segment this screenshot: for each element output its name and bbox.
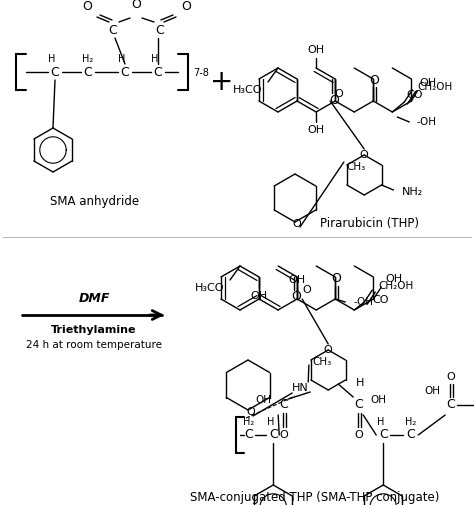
- Text: H: H: [118, 54, 126, 64]
- Text: CH₂OH: CH₂OH: [417, 82, 453, 92]
- Text: C: C: [109, 24, 118, 36]
- Text: C: C: [446, 398, 455, 412]
- Text: Pirarubicin (THP): Pirarubicin (THP): [320, 217, 419, 229]
- Text: H: H: [356, 378, 364, 388]
- Text: NH₂: NH₂: [401, 187, 423, 197]
- Text: OH: OH: [289, 275, 306, 285]
- Text: OH: OH: [385, 274, 402, 284]
- Text: O: O: [291, 290, 301, 304]
- Text: OH: OH: [250, 291, 268, 301]
- Text: CO: CO: [406, 90, 423, 100]
- Text: O: O: [447, 372, 456, 382]
- Text: OH: OH: [308, 45, 325, 55]
- Text: CO: CO: [372, 295, 389, 305]
- Text: OH: OH: [308, 125, 325, 135]
- Text: OH: OH: [255, 395, 271, 405]
- Text: O: O: [324, 345, 333, 355]
- Text: O: O: [280, 430, 289, 440]
- Text: O: O: [369, 74, 379, 86]
- Text: O: O: [303, 285, 311, 295]
- Text: O: O: [292, 219, 301, 229]
- Text: O: O: [131, 0, 141, 12]
- Text: O: O: [181, 1, 191, 14]
- Text: O: O: [360, 150, 369, 160]
- Text: 7-8: 7-8: [193, 68, 209, 78]
- Text: O: O: [246, 407, 255, 417]
- Text: C: C: [244, 429, 253, 441]
- Text: C: C: [120, 66, 129, 78]
- Text: SMA anhydride: SMA anhydride: [50, 195, 139, 209]
- Text: H: H: [151, 54, 159, 64]
- Text: H₃CO: H₃CO: [194, 283, 224, 293]
- Text: C: C: [279, 398, 288, 412]
- Text: OH: OH: [370, 395, 386, 405]
- Text: +: +: [210, 68, 234, 96]
- Text: O: O: [355, 430, 364, 440]
- Text: H₂: H₂: [243, 417, 254, 427]
- Text: C: C: [269, 429, 278, 441]
- Text: -OH: -OH: [416, 117, 436, 127]
- Text: SMA-conjugated THP (SMA-THP conjugate): SMA-conjugated THP (SMA-THP conjugate): [191, 491, 440, 504]
- Text: OH: OH: [419, 78, 437, 88]
- Text: Triethylamine: Triethylamine: [51, 325, 137, 335]
- Text: C: C: [155, 24, 164, 36]
- Text: C: C: [379, 429, 388, 441]
- Text: H: H: [376, 417, 384, 427]
- Text: CH₂OH: CH₂OH: [378, 281, 414, 291]
- Text: O: O: [331, 273, 341, 285]
- Text: H₂: H₂: [82, 54, 94, 64]
- Text: -OH: -OH: [353, 297, 373, 307]
- Text: OH: OH: [424, 386, 440, 396]
- Text: HN: HN: [292, 383, 309, 393]
- Text: CH₃: CH₃: [346, 162, 366, 172]
- Text: H: H: [266, 417, 274, 427]
- Text: H₂: H₂: [405, 417, 416, 427]
- Text: C: C: [406, 429, 415, 441]
- Text: CH₃: CH₃: [312, 357, 332, 367]
- Text: O: O: [329, 93, 339, 107]
- Text: C: C: [83, 66, 92, 78]
- Text: 24 h at room temperature: 24 h at room temperature: [26, 340, 162, 350]
- Text: C: C: [154, 66, 163, 78]
- Text: C: C: [354, 398, 363, 412]
- Text: H: H: [48, 54, 55, 64]
- Text: H₃CO: H₃CO: [233, 85, 262, 95]
- Text: C: C: [51, 66, 59, 78]
- Text: DMF: DMF: [78, 292, 109, 306]
- Text: O: O: [82, 1, 92, 14]
- Text: O: O: [335, 89, 344, 99]
